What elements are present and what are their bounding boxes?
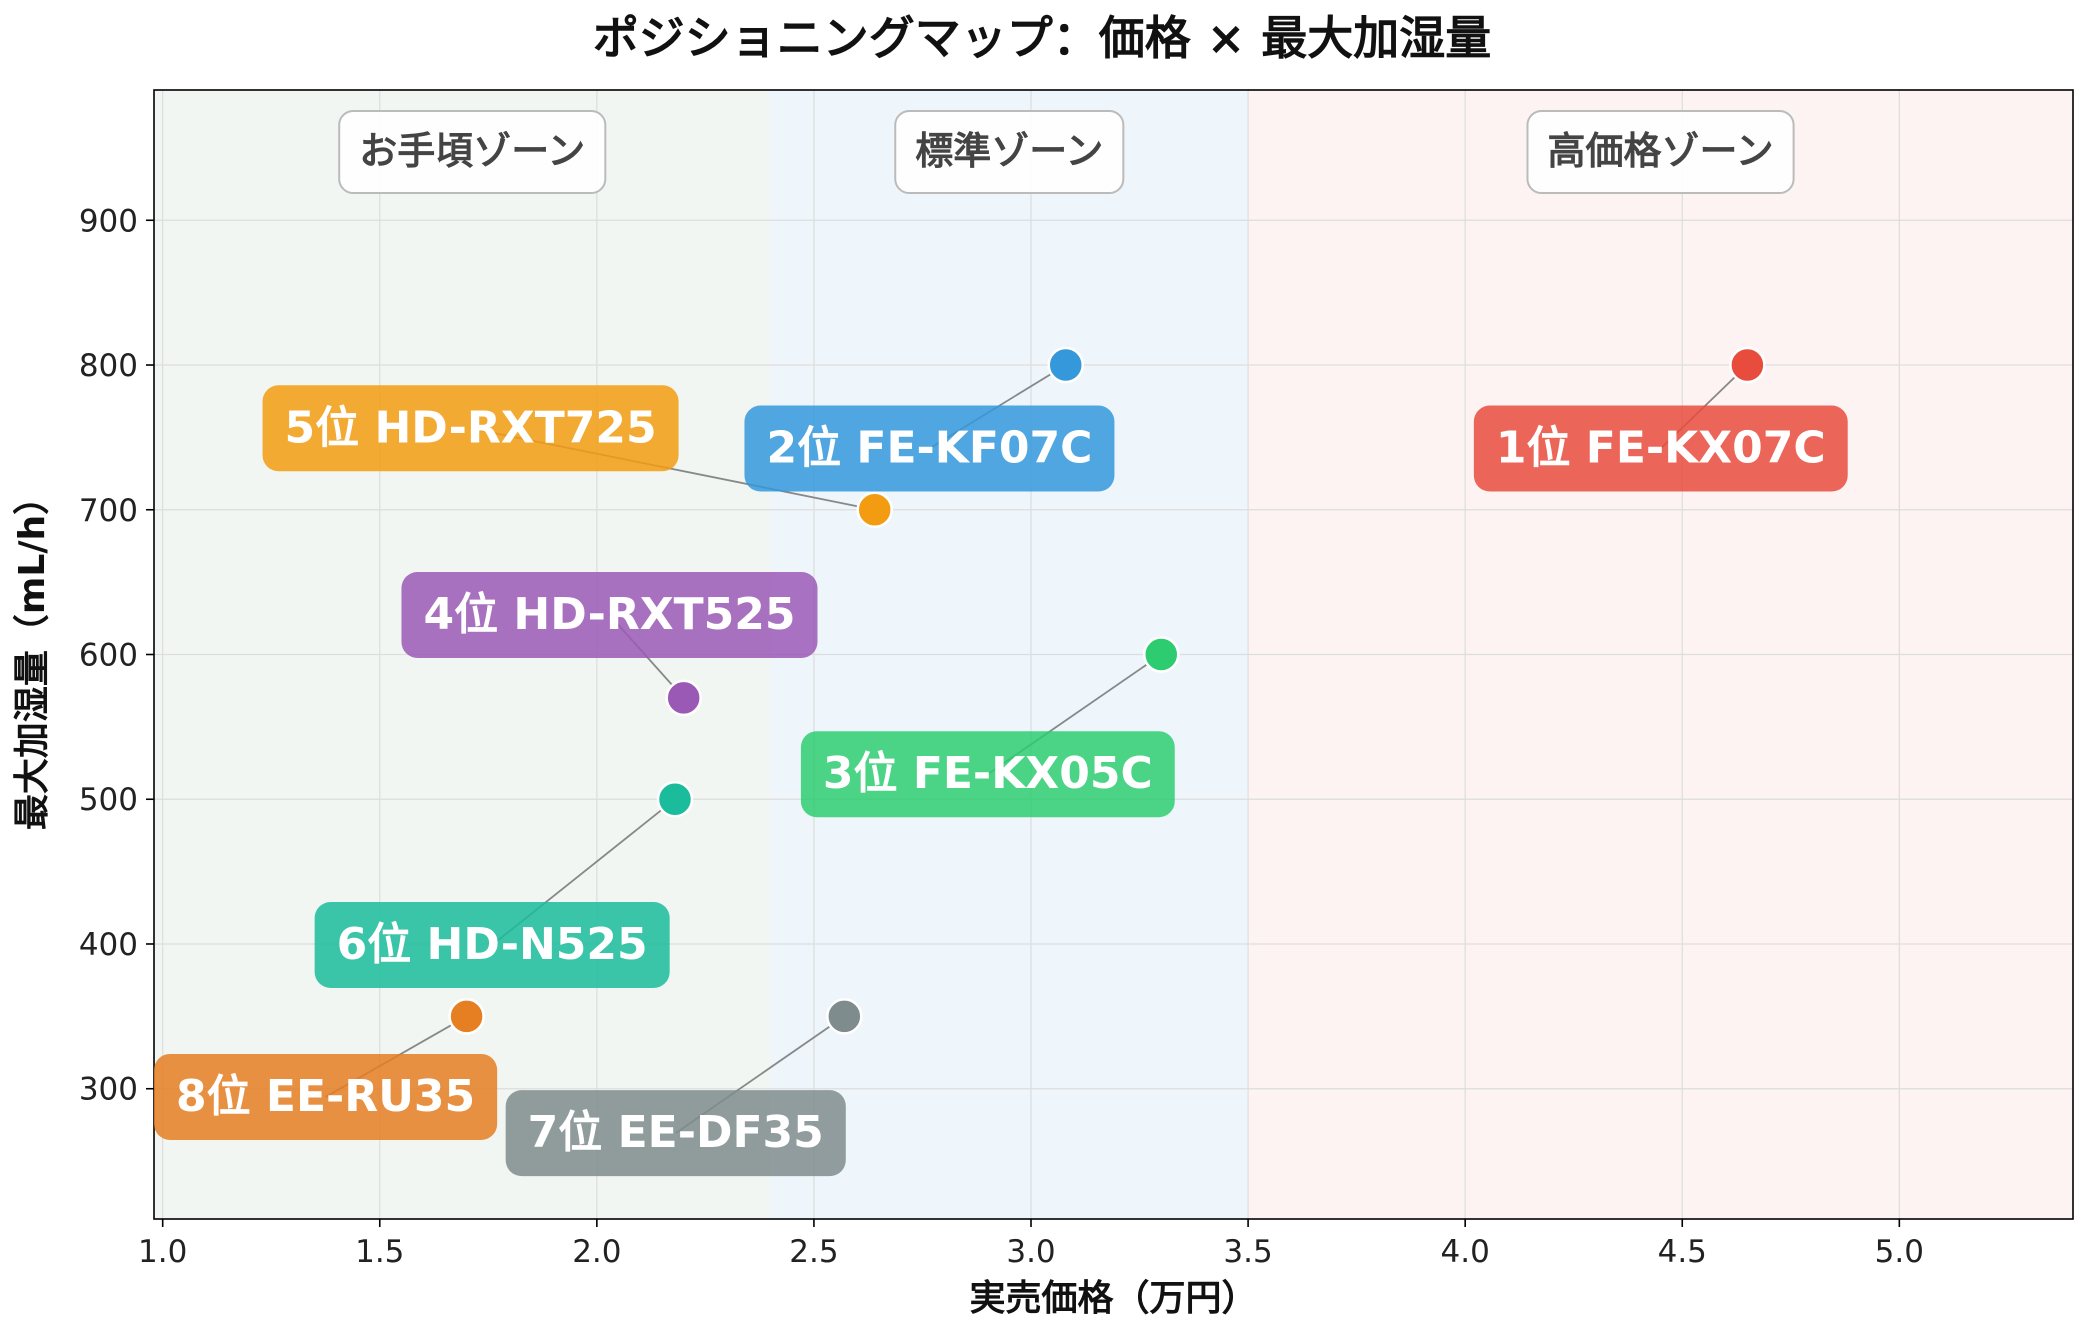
point-label-box-4 (262, 385, 679, 472)
point-label-1: 2位 FE-KF07C (744, 405, 1115, 492)
point-label-text-2: 3位 FE-KX05C (823, 748, 1153, 799)
y-tick-label-6: 900 (79, 203, 138, 239)
zone-label-box-0 (338, 110, 607, 194)
x-tick-label-1: 1.5 (355, 1234, 404, 1270)
point-label-box-3 (401, 571, 818, 658)
point-label-6: 7位 EE-DF35 (505, 1090, 846, 1177)
y-tick-label-1: 400 (79, 927, 138, 963)
x-tick-label-3: 2.5 (789, 1234, 838, 1270)
y-tick-label-2: 500 (79, 782, 138, 818)
data-point-5 (656, 780, 694, 818)
data-point-1 (1047, 346, 1084, 384)
x-tick-label-6: 4.0 (1441, 1234, 1490, 1270)
point-label-3: 4位 HD-RXT525 (401, 571, 818, 658)
y-tick-label-4: 700 (79, 493, 138, 529)
point-label-box-6 (505, 1090, 846, 1177)
x-tick-label-8: 5.0 (1875, 1234, 1924, 1270)
zone-label-1: 標準ゾーン (894, 110, 1125, 194)
point-label-box-1 (744, 405, 1115, 492)
x-tick-label-4: 3.0 (1006, 1234, 1055, 1270)
data-point-2 (1143, 636, 1180, 673)
data-point-6 (826, 998, 863, 1035)
zone-label-box-1 (894, 110, 1125, 194)
data-point-7 (448, 998, 485, 1035)
point-label-text-7: 8位 EE-RU35 (176, 1071, 475, 1122)
point-label-0: 1位 FE-KX07C (1473, 405, 1848, 492)
x-axis-label: 実売価格（万円） (969, 1278, 1257, 1319)
zone-label-text-0: お手頃ゾーン (359, 129, 585, 173)
y-tick-label-3: 600 (79, 638, 138, 674)
data-point-4 (856, 491, 893, 529)
zone-label-0: お手頃ゾーン (338, 110, 607, 194)
point-label-box-2 (800, 731, 1175, 818)
x-tick-label-2: 2.0 (572, 1234, 621, 1270)
y-tick-label-0: 300 (79, 1072, 138, 1108)
data-point-0 (1729, 346, 1766, 384)
x-tick-label-5: 3.5 (1223, 1234, 1272, 1270)
chart-title: ポジショニングマップ：価格 × 最大加湿量 (593, 11, 1492, 65)
point-label-7: 8位 EE-RU35 (154, 1053, 498, 1140)
zone-label-box-2 (1526, 110, 1795, 194)
x-tick-label-7: 4.5 (1658, 1234, 1707, 1270)
point-label-text-5: 6位 HD-N525 (337, 919, 648, 970)
point-label-text-4: 5位 HD-RXT725 (285, 402, 657, 453)
axis-ticks: 1.0 1.5 2.0 2.5 3.0 3.5 4.0 4.5 5.0 300 400 500 600 7… (79, 203, 1924, 1270)
zone-label-text-1: 標準ゾーン (915, 129, 1103, 173)
point-label-box-5 (314, 901, 670, 988)
point-label-2: 3位 FE-KX05C (800, 731, 1175, 818)
data-point-3 (665, 679, 702, 717)
y-tick-label-5: 800 (79, 348, 138, 384)
zone-label-2: 高価格ゾーン (1526, 110, 1795, 194)
data-points (448, 346, 1766, 1035)
point-label-text-0: 1位 FE-KX07C (1496, 423, 1826, 474)
y-axis-label: 最大加湿量（mL/h） (12, 479, 53, 830)
zone-label-text-2: 高価格ゾーン (1547, 129, 1773, 173)
zone-labels: お手頃ゾーン 標準ゾーン 高価格ゾーン (338, 110, 1795, 194)
point-label-4: 5位 HD-RXT725 (262, 385, 679, 472)
grid (154, 90, 2073, 1219)
point-label-box-7 (154, 1053, 498, 1140)
x-tick-label-0: 1.0 (138, 1234, 187, 1270)
point-labels: 1位 FE-KX07C 2位 FE-KF07C 3位 FE-KX05C 4位 HD-R… (154, 385, 1848, 1177)
point-label-text-6: 7位 EE-DF35 (528, 1107, 824, 1158)
point-label-box-0 (1473, 405, 1848, 492)
point-label-text-1: 2位 FE-KF07C (766, 423, 1092, 474)
point-label-text-3: 4位 HD-RXT525 (423, 589, 795, 640)
point-label-5: 6位 HD-N525 (314, 901, 670, 988)
